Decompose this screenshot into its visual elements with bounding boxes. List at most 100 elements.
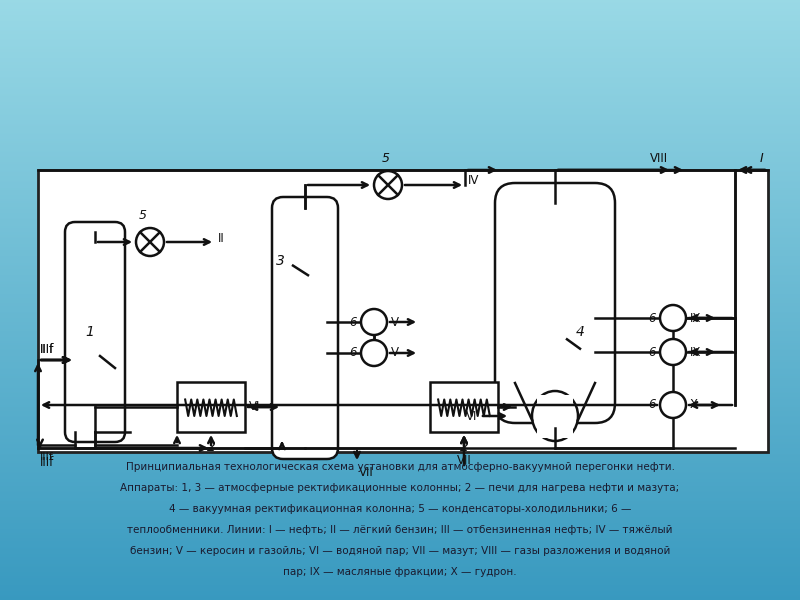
Bar — [0, 409, 800, 410]
Bar — [0, 121, 800, 122]
Bar — [0, 202, 800, 203]
Bar — [0, 369, 800, 370]
Bar — [0, 585, 800, 586]
Bar — [0, 173, 800, 174]
Bar — [0, 399, 800, 400]
Text: 6: 6 — [649, 346, 656, 358]
Bar — [0, 129, 800, 130]
Bar — [0, 534, 800, 535]
Bar — [0, 188, 800, 189]
Bar — [0, 573, 800, 574]
Bar — [0, 168, 800, 169]
Bar — [0, 496, 800, 497]
Bar — [0, 394, 800, 395]
Bar — [0, 51, 800, 52]
Bar — [0, 589, 800, 590]
Bar — [0, 220, 800, 221]
Bar — [0, 216, 800, 217]
Bar — [0, 282, 800, 283]
Bar — [0, 297, 800, 298]
Bar — [0, 558, 800, 559]
Bar — [0, 184, 800, 185]
Bar — [0, 550, 800, 551]
Text: IIIf: IIIf — [40, 343, 54, 356]
Bar — [0, 401, 800, 402]
Bar — [0, 171, 800, 172]
Text: IV: IV — [468, 175, 479, 187]
Bar — [0, 504, 800, 505]
Bar — [0, 321, 800, 322]
Bar — [0, 300, 800, 301]
Bar — [0, 122, 800, 123]
Bar — [0, 531, 800, 532]
Bar — [0, 466, 800, 467]
FancyBboxPatch shape — [495, 183, 615, 423]
Bar — [0, 227, 800, 228]
Bar — [0, 398, 800, 399]
Bar — [0, 393, 800, 394]
Bar — [0, 142, 800, 143]
Bar — [0, 285, 800, 286]
Text: 6: 6 — [350, 346, 357, 359]
Bar — [0, 596, 800, 597]
FancyBboxPatch shape — [272, 197, 338, 459]
Bar — [0, 140, 800, 141]
Bar — [0, 221, 800, 222]
Bar — [0, 575, 800, 576]
Bar — [0, 251, 800, 252]
Bar — [0, 305, 800, 306]
Bar — [0, 576, 800, 577]
Bar — [0, 329, 800, 330]
Text: V: V — [391, 346, 399, 359]
Bar — [0, 440, 800, 441]
Bar — [0, 530, 800, 531]
Bar — [0, 324, 800, 325]
Bar — [0, 293, 800, 294]
Bar — [0, 557, 800, 558]
Bar — [0, 471, 800, 472]
Bar — [0, 200, 800, 201]
Bar — [0, 255, 800, 256]
Bar — [0, 160, 800, 161]
Bar — [0, 30, 800, 31]
Bar — [0, 23, 800, 24]
Bar — [0, 156, 800, 157]
Bar — [0, 185, 800, 186]
Bar — [0, 514, 800, 515]
Bar — [0, 225, 800, 226]
Bar — [0, 275, 800, 276]
Bar — [0, 462, 800, 463]
Bar — [0, 381, 800, 382]
Bar — [0, 411, 800, 412]
Bar — [0, 88, 800, 89]
Bar — [0, 15, 800, 16]
Bar — [0, 450, 800, 451]
Bar — [0, 307, 800, 308]
Bar — [0, 506, 800, 507]
Bar — [0, 563, 800, 564]
Bar — [0, 325, 800, 326]
Bar — [0, 552, 800, 553]
Bar — [0, 70, 800, 71]
Bar — [0, 555, 800, 556]
Bar — [0, 291, 800, 292]
Bar — [0, 33, 800, 34]
Bar — [0, 384, 800, 385]
Bar — [0, 422, 800, 423]
Bar — [0, 361, 800, 362]
Bar — [0, 500, 800, 501]
Bar — [0, 316, 800, 317]
Bar — [0, 157, 800, 158]
Bar — [0, 420, 800, 421]
Bar — [0, 254, 800, 255]
Bar — [0, 547, 800, 548]
Bar — [0, 179, 800, 180]
Text: бензин; V — керосин и газойль; VI — водяной пар; VII — мазут; VIII — газы разлож: бензин; V — керосин и газойль; VI — водя… — [130, 546, 670, 556]
Bar — [0, 396, 800, 397]
Bar — [0, 387, 800, 388]
Bar — [0, 83, 800, 84]
Bar — [0, 164, 800, 165]
Bar — [0, 455, 800, 456]
Bar — [0, 509, 800, 510]
Text: X: X — [690, 398, 698, 412]
